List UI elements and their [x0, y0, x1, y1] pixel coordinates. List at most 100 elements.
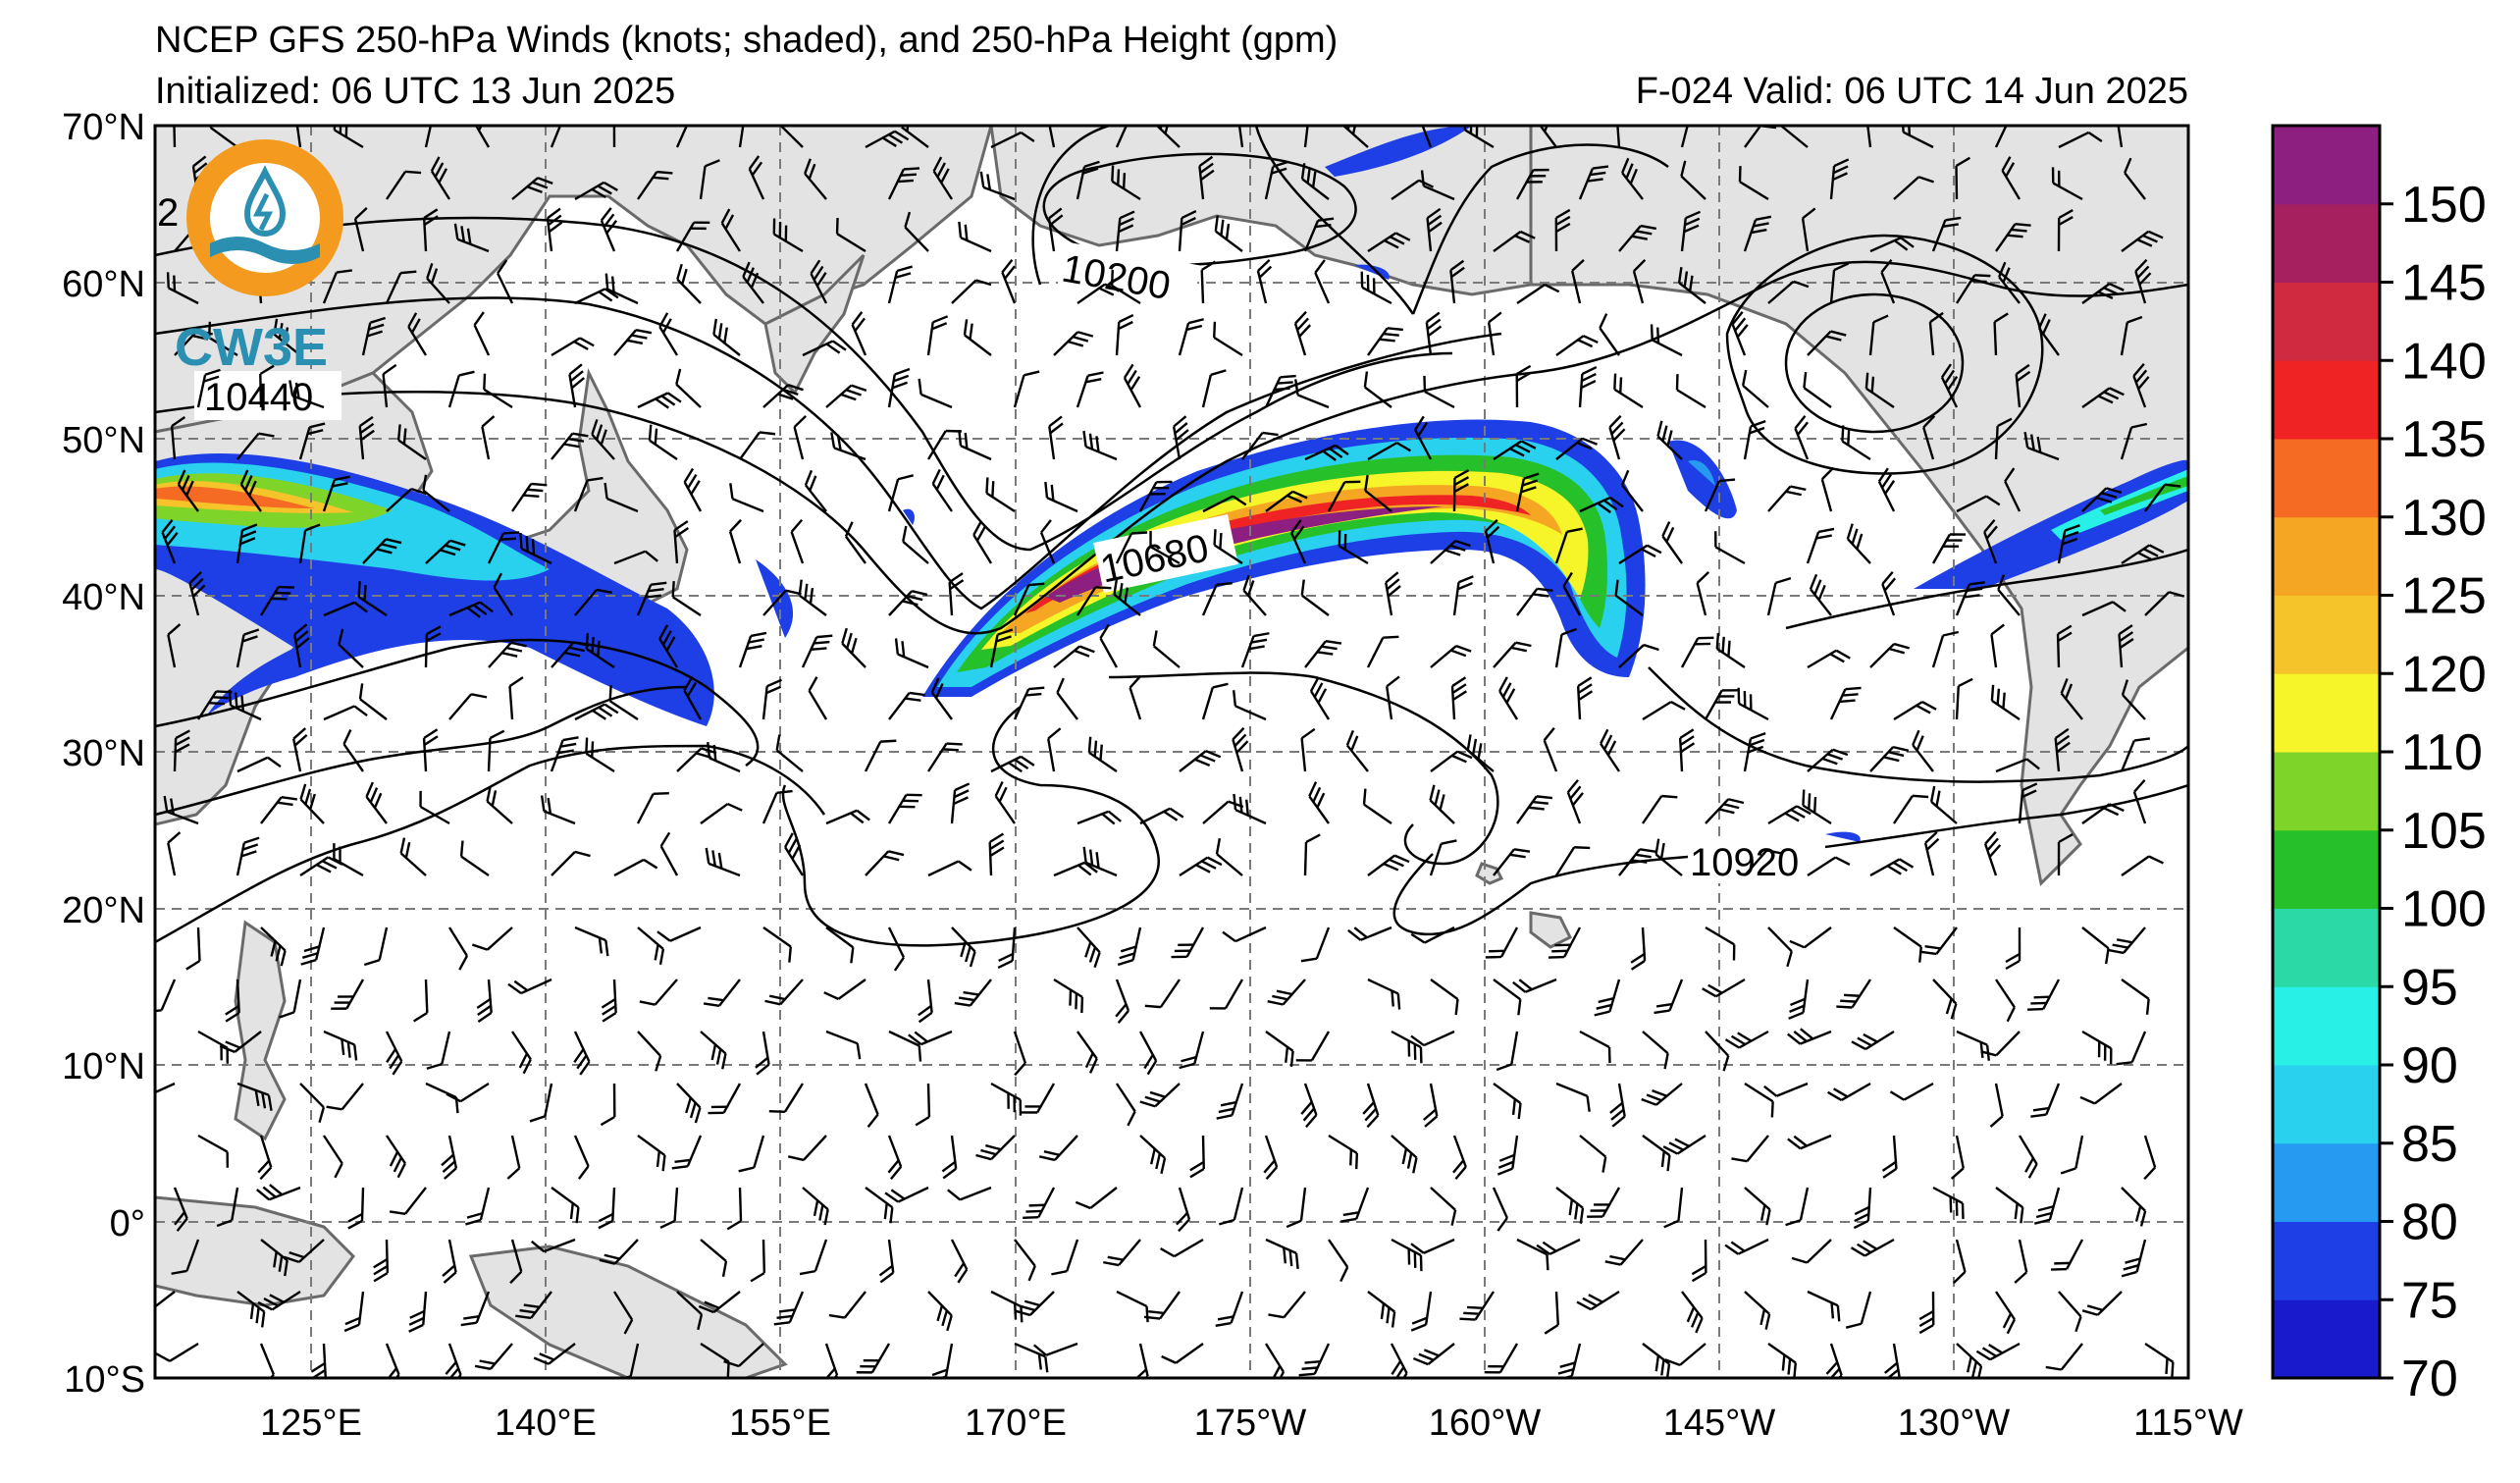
wind-barb — [1216, 1083, 1244, 1120]
colorbar-swatch — [2273, 986, 2380, 1066]
wind-barb — [1737, 687, 1769, 721]
wind-barb — [1680, 210, 1702, 252]
wind-barb — [1704, 689, 1738, 720]
wind-barb — [273, 318, 301, 356]
wind-barb — [1641, 1083, 1683, 1106]
wind-barb — [1923, 831, 1940, 876]
wind-barb — [2121, 855, 2164, 876]
wind-barb — [1123, 363, 1142, 408]
wind-barb — [1328, 1239, 1349, 1283]
wind-barb — [1172, 415, 1189, 460]
wind-barb — [676, 1291, 704, 1331]
wind-barb — [2120, 422, 2148, 460]
contour-labels: 10440 10200 10680 10920 2 — [157, 191, 1825, 884]
wind-barb — [2144, 1342, 2175, 1378]
wind-barb — [637, 170, 673, 200]
wind-barb — [1705, 1031, 1730, 1072]
wind-barb — [2060, 678, 2083, 720]
wind-barb — [1201, 581, 1233, 616]
wind-barb — [1576, 676, 1594, 720]
wind-barb — [163, 795, 199, 825]
wind-barb — [2058, 1291, 2082, 1333]
wind-barb — [531, 1238, 576, 1253]
wind-barb — [1932, 1186, 1965, 1220]
lat-axis: 70°N 60°N 50°N 40°N 30°N 20°N 10°N 0° 10… — [62, 107, 145, 1401]
wind-barb — [1893, 927, 1922, 963]
colorbar-tick-label: 100 — [2401, 881, 2487, 938]
land-north-america — [1529, 126, 2188, 887]
wind-barb — [1656, 420, 1683, 460]
wind-barb — [675, 126, 692, 148]
wind-barb — [1743, 215, 1772, 252]
wind-barb — [1115, 1083, 1136, 1127]
wind-barb — [1038, 1135, 1078, 1162]
wind-barb — [844, 521, 866, 564]
wind-barb — [887, 167, 920, 200]
wind-barb — [1767, 1343, 1798, 1378]
wind-barb — [1013, 686, 1045, 720]
wind-barb — [1198, 155, 1215, 200]
wind-barb — [1138, 480, 1173, 512]
wind-barb — [322, 269, 353, 304]
wind-barb — [738, 631, 767, 668]
wind-barb — [323, 1030, 358, 1061]
wind-barb — [2051, 167, 2083, 201]
wind-barb — [1485, 927, 1519, 959]
wind-barb — [639, 979, 678, 1006]
wind-barb — [1515, 364, 1532, 408]
wind-barb — [1562, 571, 1582, 616]
wind-barb — [1956, 495, 2001, 513]
wind-barb — [1103, 1239, 1141, 1267]
wind-barb — [1493, 1083, 1522, 1120]
wind-barb — [1161, 1343, 1204, 1364]
wind-barb — [658, 312, 679, 356]
wind-barb — [1314, 259, 1331, 304]
wind-barb — [257, 1135, 273, 1181]
wind-barb — [1705, 926, 1736, 961]
wind-barb — [1975, 1342, 2021, 1361]
wind-barb — [1791, 1239, 1832, 1264]
wind-barb — [1303, 217, 1335, 252]
wind-barb — [1144, 979, 1181, 1009]
wind-barb — [1430, 979, 1459, 1016]
wind-barb — [196, 368, 221, 408]
wind-barb — [990, 131, 1035, 149]
figure-title: NCEP GFS 250-hPa Winds (knots; shaded), … — [155, 20, 1339, 61]
logo-bolt-icon — [252, 192, 274, 232]
wind-barb — [773, 1291, 805, 1326]
lat-tick-50n: 50°N — [62, 420, 145, 461]
wind-barb — [2121, 544, 2165, 565]
wind-barb — [1995, 758, 2040, 773]
lon-tick-125e: 125°E — [260, 1403, 362, 1444]
wind-barb — [989, 628, 1014, 668]
wind-barb — [347, 1187, 365, 1230]
wind-barb — [1881, 1135, 1898, 1179]
wind-barb — [613, 550, 658, 565]
wind-barb — [1744, 1187, 1771, 1226]
wind-barb — [2050, 1239, 2084, 1271]
wind-barb — [888, 691, 925, 720]
wind-barb — [2107, 927, 2146, 955]
wind-barb — [658, 624, 679, 668]
init-time: Initialized: 06 UTC 13 Jun 2025 — [155, 71, 676, 112]
lat-tick-30n: 30°N — [62, 733, 145, 774]
wind-barb — [1459, 1291, 1496, 1321]
wind-barb — [441, 1135, 458, 1180]
wind-barb — [1578, 365, 1598, 408]
wind-barb — [260, 795, 297, 824]
wind-barb — [1367, 1291, 1396, 1328]
wind-barb — [460, 1291, 491, 1327]
wind-barb — [1696, 570, 1710, 616]
wind-barb — [1744, 1291, 1771, 1330]
wind-barb — [1452, 469, 1470, 512]
lat-tick-40n: 40°N — [62, 577, 145, 618]
wind-barb — [1267, 979, 1306, 1006]
wind-barb — [497, 259, 514, 304]
wind-barb — [1955, 156, 1970, 200]
wind-barb — [1051, 1239, 1079, 1276]
wind-barb — [1023, 1187, 1056, 1219]
wind-barb — [573, 476, 604, 512]
wind-barb — [1678, 728, 1696, 772]
wind-barb — [2120, 315, 2143, 356]
wind-barb — [1032, 1342, 1078, 1356]
